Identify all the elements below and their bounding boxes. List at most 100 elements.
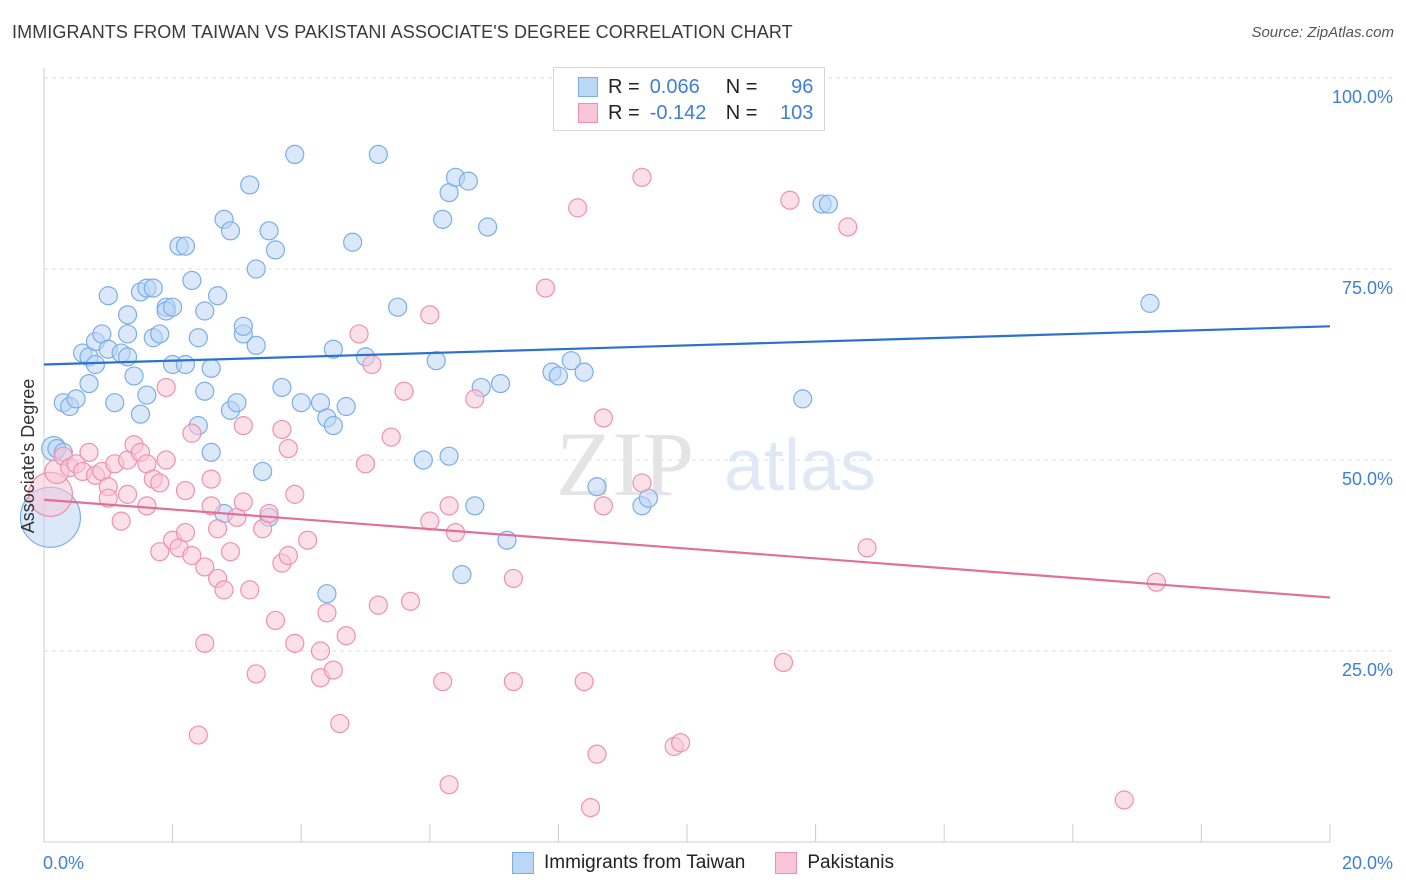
pakistani-point	[593, 496, 614, 516]
pakistani-point	[137, 496, 157, 516]
taiwan-point	[413, 450, 433, 470]
pakistani-point	[773, 652, 794, 673]
pakistani-n-value: 103	[780, 101, 814, 124]
pakistani-point	[233, 492, 253, 512]
source-label: Source: ZipAtlas.com	[1251, 24, 1394, 41]
pakistani-point	[439, 496, 459, 516]
pakistani-point	[233, 416, 253, 436]
taiwan-point	[343, 232, 363, 252]
taiwan-point	[458, 171, 478, 191]
pakistani-point	[246, 664, 266, 684]
pakistani-point	[670, 733, 691, 753]
pakistani-swatch	[578, 103, 598, 123]
pakistani-point	[201, 469, 221, 489]
pakistani-point	[1114, 790, 1134, 810]
y-tick-label: 75.0%	[1342, 278, 1393, 298]
pakistani-point	[117, 484, 138, 504]
taiwan-point	[265, 240, 286, 260]
watermark-zip: ZIP	[556, 413, 694, 515]
pakistani-point	[201, 496, 221, 516]
taiwan-swatch	[578, 77, 598, 97]
taiwan-point	[201, 442, 221, 462]
pakistani-point	[381, 427, 401, 447]
pakistani-point	[175, 522, 196, 543]
pakistani-point	[175, 480, 196, 501]
n-label: N =	[725, 101, 758, 124]
legend: Immigrants from Taiwan Pakistanis	[0, 852, 1406, 874]
pakistani-r-value: -0.142	[649, 101, 707, 124]
pakistani-point	[362, 354, 382, 375]
taiwan-point	[137, 385, 157, 405]
legend-swatch-pakistani	[775, 852, 798, 874]
pakistani-point	[439, 775, 459, 795]
pakistani-point	[420, 511, 440, 531]
pakistani-point	[400, 591, 421, 611]
taiwan-point	[98, 286, 118, 306]
legend-item-taiwan[interactable]: Immigrants from Taiwan	[512, 852, 745, 874]
pakistani-point	[298, 530, 318, 550]
taiwan-point	[195, 381, 215, 401]
taiwan-point	[272, 377, 292, 398]
taiwan-point	[85, 354, 106, 375]
pakistani-point	[195, 633, 215, 653]
pakistani-point	[535, 278, 556, 298]
pakistani-point	[780, 190, 800, 210]
taiwan-point	[117, 324, 138, 344]
pakistani-point	[503, 671, 523, 692]
pakistani-point	[587, 744, 607, 764]
legend-label-pakistani: Pakistanis	[807, 852, 894, 873]
legend-item-pakistani[interactable]: Pakistanis	[775, 852, 894, 874]
taiwan-point	[323, 339, 343, 359]
taiwan-point	[426, 351, 446, 371]
pakistani-point	[150, 542, 170, 562]
pakistani-point	[278, 545, 298, 566]
pakistani-point	[574, 671, 594, 692]
taiwan-point	[259, 221, 279, 241]
taiwan-point	[150, 324, 170, 344]
taiwan-point	[208, 286, 228, 306]
pakistani-point	[79, 442, 99, 462]
watermark-atlas: atlas	[724, 426, 876, 506]
pakistani-trend-line	[43, 498, 1331, 599]
pakistani-point	[323, 660, 343, 680]
taiwan-point	[587, 477, 607, 497]
pakistani-point	[208, 519, 228, 539]
pakistani-point	[349, 324, 369, 344]
pakistani-point	[330, 713, 350, 734]
series-taiwan	[19, 144, 1160, 604]
taiwan-point	[105, 393, 125, 413]
taiwan-point	[246, 259, 266, 279]
pakistani-point	[98, 488, 118, 508]
taiwan-point	[439, 446, 459, 466]
taiwan-point	[79, 374, 99, 394]
taiwan-point	[818, 194, 839, 214]
pakistani-point	[503, 568, 523, 589]
x-tick-label-min: 0.0%	[43, 853, 84, 873]
pakistani-point	[182, 423, 202, 443]
y-tick-label: 50.0%	[1342, 469, 1393, 489]
stats-box: R = 0.066 N = 96 R = -0.142 N = 103	[553, 67, 825, 131]
taiwan-point	[233, 316, 253, 336]
pakistani-point	[355, 454, 376, 474]
pakistani-point	[195, 557, 215, 577]
pakistani-point	[336, 626, 356, 646]
trend-lines	[43, 325, 1331, 599]
taiwan-trend-line	[43, 325, 1331, 366]
taiwan-point	[368, 144, 388, 164]
pakistani-point	[278, 438, 298, 459]
taiwan-point	[574, 362, 594, 382]
pakistani-point	[285, 484, 305, 504]
legend-label-taiwan: Immigrants from Taiwan	[544, 852, 746, 873]
pakistani-point	[317, 603, 337, 623]
pakistani-point	[433, 671, 453, 692]
pakistani-point	[214, 580, 234, 600]
pakistani-point	[368, 595, 388, 615]
taiwan-point	[163, 297, 183, 317]
pakistani-point	[265, 610, 286, 631]
pakistani-point	[593, 408, 614, 428]
stats-row-taiwan: R = 0.066 N = 96	[578, 74, 813, 100]
taiwan-point	[124, 366, 144, 386]
taiwan-point	[336, 396, 356, 417]
pakistani-point	[568, 198, 588, 218]
